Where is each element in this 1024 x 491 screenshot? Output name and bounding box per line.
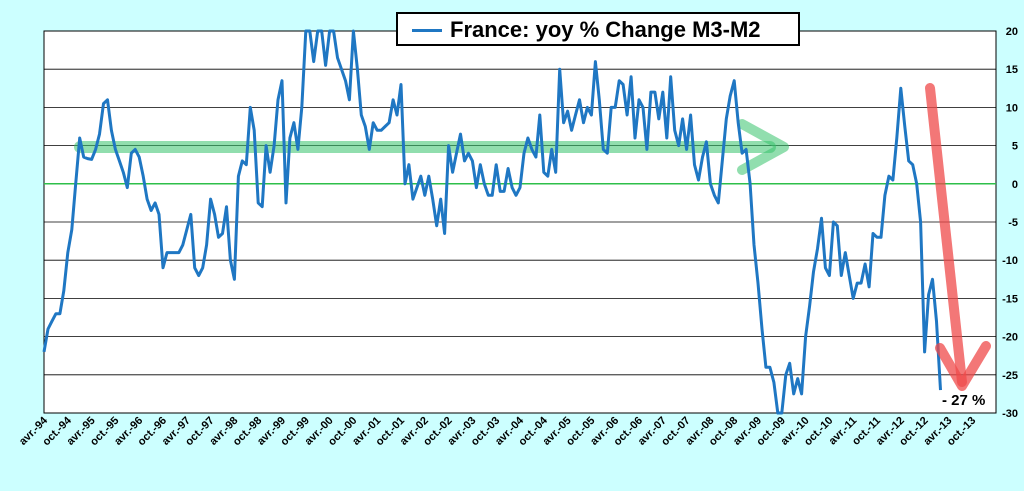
y-tick-label: 15 xyxy=(1006,64,1018,76)
legend: France: yoy % Change M3-M2 xyxy=(396,12,800,46)
legend-swatch xyxy=(412,29,442,32)
y-tick-label: -5 xyxy=(1008,217,1018,229)
y-tick-label: -20 xyxy=(1002,332,1018,344)
y-tick-label: -15 xyxy=(1002,293,1018,305)
annotation-minus-27: - 27 % xyxy=(942,392,986,409)
series-line-m3-m2 xyxy=(42,29,942,415)
x-tick-labels: avr.-94oct.-94avr.-95oct.-95avr.-96oct.-… xyxy=(17,414,978,448)
y-tick-label: 10 xyxy=(1006,102,1018,114)
y-tick-label: -30 xyxy=(1002,408,1018,420)
legend-label: France: yoy % Change M3-M2 xyxy=(450,17,761,42)
y-tick-label: 20 xyxy=(1006,26,1018,38)
red-decline-arrow xyxy=(925,83,991,391)
y-tick-label: 5 xyxy=(1012,141,1018,153)
y-tick-label: -10 xyxy=(1002,255,1018,267)
y-tick-label: -25 xyxy=(1002,370,1018,382)
y-tick-label: 0 xyxy=(1012,179,1018,191)
y-tick-labels: -30 -25 -20 -15 -10 -5 0 5 10 15 20 xyxy=(1002,26,1018,420)
green-trend-arrow xyxy=(74,119,789,175)
